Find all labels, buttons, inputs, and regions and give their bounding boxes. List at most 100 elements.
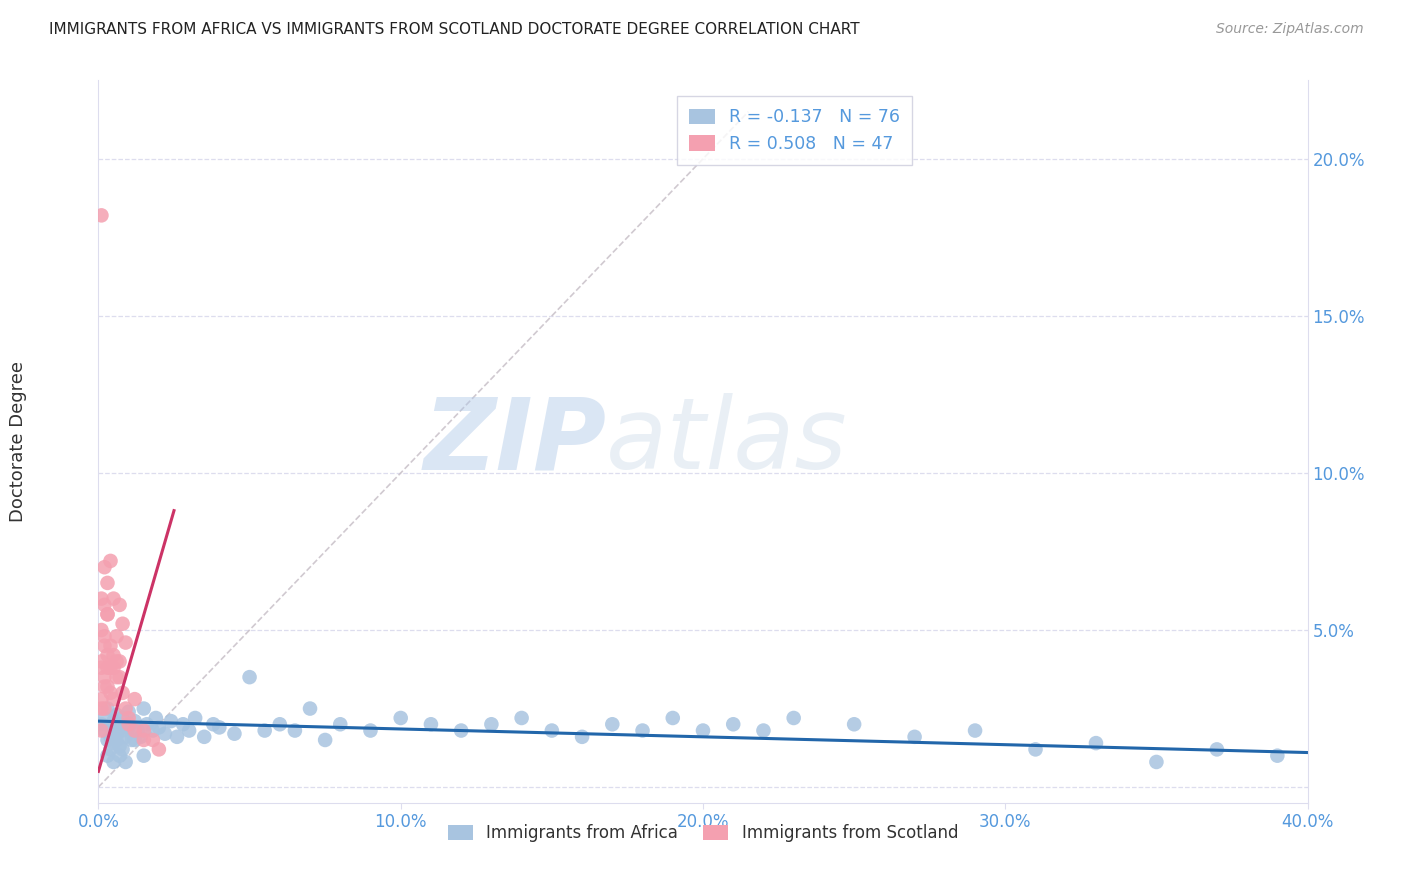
Point — [153, 727, 176, 741]
Text: Source: ZipAtlas.com: Source: ZipAtlas.com — [1216, 22, 1364, 37]
Point — [93, 680, 115, 694]
Point — [1024, 742, 1046, 756]
Point — [208, 720, 231, 734]
Point — [96, 680, 118, 694]
Point — [105, 629, 128, 643]
Point — [132, 701, 155, 715]
Point — [450, 723, 472, 738]
Point — [253, 723, 276, 738]
Point — [93, 723, 115, 738]
Point — [100, 686, 122, 700]
Point — [90, 655, 112, 669]
Point — [135, 717, 157, 731]
Point — [100, 730, 122, 744]
Point — [103, 755, 125, 769]
Point — [90, 591, 112, 606]
Point — [1144, 755, 1167, 769]
Point — [100, 554, 122, 568]
Point — [193, 730, 215, 744]
Point — [105, 733, 128, 747]
Point — [1206, 742, 1229, 756]
Point — [90, 717, 112, 731]
Point — [783, 711, 806, 725]
Point — [103, 591, 125, 606]
Point — [103, 661, 125, 675]
Point — [96, 748, 118, 763]
Point — [111, 616, 134, 631]
Point — [844, 717, 866, 731]
Point — [90, 623, 112, 637]
Point — [132, 748, 155, 763]
Point — [118, 717, 141, 731]
Point — [314, 733, 336, 747]
Point — [124, 714, 146, 728]
Point — [1267, 748, 1289, 763]
Point — [752, 723, 775, 738]
Point — [108, 717, 131, 731]
Point — [127, 723, 149, 738]
Point — [661, 711, 683, 725]
Point — [1085, 736, 1108, 750]
Point — [93, 598, 115, 612]
Point — [93, 711, 115, 725]
Point — [93, 670, 115, 684]
Point — [90, 723, 112, 738]
Point — [96, 661, 118, 675]
Point — [148, 720, 170, 734]
Point — [90, 701, 112, 715]
Text: ZIP: ZIP — [423, 393, 606, 490]
Point — [93, 629, 115, 643]
Point — [723, 717, 745, 731]
Point — [108, 670, 131, 684]
Point — [100, 742, 122, 756]
Point — [111, 742, 134, 756]
Point — [692, 723, 714, 738]
Point — [420, 717, 443, 731]
Point — [965, 723, 987, 738]
Point — [631, 723, 654, 738]
Point — [602, 717, 624, 731]
Point — [540, 723, 562, 738]
Point — [93, 639, 115, 653]
Point — [93, 560, 115, 574]
Point — [142, 723, 165, 738]
Point — [100, 639, 122, 653]
Point — [118, 720, 141, 734]
Point — [114, 730, 136, 744]
Point — [145, 711, 167, 725]
Point — [105, 707, 128, 722]
Point — [224, 727, 246, 741]
Point — [129, 730, 152, 744]
Point — [93, 701, 115, 715]
Point — [179, 723, 201, 738]
Point — [284, 723, 307, 738]
Point — [118, 705, 141, 719]
Point — [111, 711, 134, 725]
Point — [96, 733, 118, 747]
Point — [105, 655, 128, 669]
Point — [166, 730, 188, 744]
Point — [239, 670, 262, 684]
Y-axis label: Doctorate Degree: Doctorate Degree — [10, 361, 27, 522]
Point — [360, 723, 382, 738]
Point — [481, 717, 503, 731]
Point — [142, 733, 165, 747]
Point — [100, 661, 122, 675]
Point — [108, 598, 131, 612]
Point — [184, 711, 207, 725]
Point — [121, 733, 143, 747]
Point — [100, 720, 122, 734]
Point — [160, 714, 183, 728]
Point — [114, 755, 136, 769]
Point — [904, 730, 927, 744]
Point — [114, 701, 136, 715]
Point — [103, 692, 125, 706]
Point — [90, 692, 112, 706]
Point — [96, 648, 118, 662]
Text: IMMIGRANTS FROM AFRICA VS IMMIGRANTS FROM SCOTLAND DOCTORATE DEGREE CORRELATION : IMMIGRANTS FROM AFRICA VS IMMIGRANTS FRO… — [49, 22, 860, 37]
Point — [132, 733, 155, 747]
Point — [510, 711, 533, 725]
Point — [329, 717, 352, 731]
Point — [118, 711, 141, 725]
Point — [202, 717, 225, 731]
